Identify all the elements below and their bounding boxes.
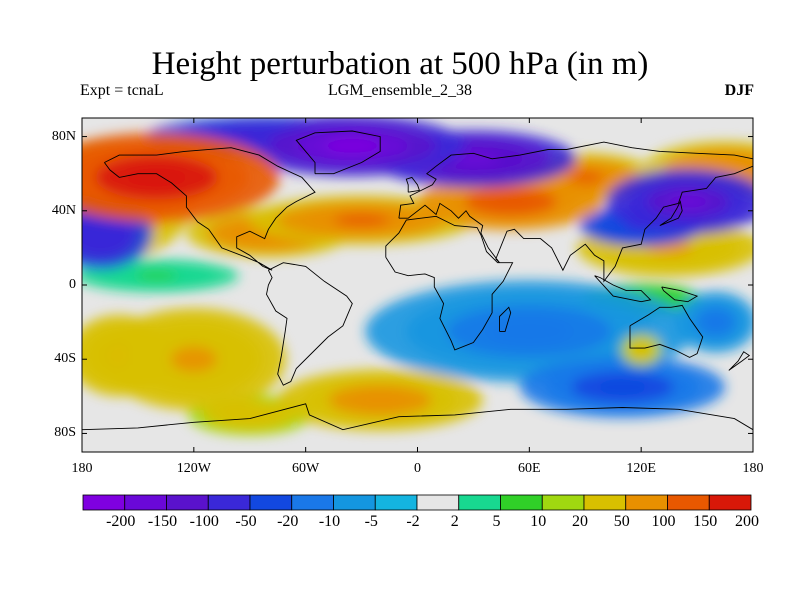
colorbar-label: 20 — [572, 513, 588, 530]
coast-africa — [385, 215, 514, 351]
lon-label: 120E — [626, 461, 656, 476]
colorbar-box — [333, 494, 376, 511]
lon-label: 0 — [414, 461, 421, 476]
lat-label: 40S — [54, 351, 76, 367]
coast-indonesia — [594, 275, 652, 303]
colorbar-box — [374, 494, 418, 511]
colorbar-box — [583, 494, 627, 511]
lon-label: 180 — [71, 461, 93, 476]
colorbar-label: 100 — [651, 513, 676, 530]
colorbar-box — [541, 494, 585, 511]
coast-madagascar — [499, 306, 512, 332]
field-anomaly-20 — [605, 168, 753, 235]
colorbar — [82, 494, 752, 511]
coast-japan — [659, 200, 683, 227]
colorbar-label: -10 — [318, 513, 341, 530]
colorbar-box — [166, 494, 209, 511]
colorbar-label: -200 — [106, 513, 136, 530]
colorbar-label: -100 — [189, 513, 219, 530]
lon-label: 60W — [292, 461, 320, 476]
colorbar-label: 10 — [530, 513, 547, 530]
colorbar-box — [625, 494, 668, 511]
field-anomaly-15 — [82, 196, 152, 270]
colorbar-box — [416, 494, 460, 511]
field-anomaly-3 — [674, 291, 753, 353]
coast-eurasia — [398, 141, 753, 283]
colorbar-label: -20 — [277, 513, 299, 530]
season-label: DJF — [724, 82, 754, 99]
lat-label: 0 — [69, 277, 76, 292]
height-field — [82, 118, 753, 452]
lon-label: 60E — [518, 461, 541, 476]
field-anomaly-0 — [82, 259, 239, 293]
coast-antarctica — [82, 403, 753, 431]
colorbar-label: 150 — [693, 513, 718, 530]
colorbar-box — [667, 494, 710, 511]
lat-label: 80S — [54, 425, 76, 441]
chart-title: Height perturbation at 500 hPa (in m) — [151, 46, 649, 82]
field-anomaly-18 — [248, 195, 475, 245]
coast-borneo-newguinea — [661, 286, 699, 303]
colorbar-label: -2 — [406, 513, 420, 530]
experiment-label: Expt = tcnaL — [80, 82, 164, 99]
coast-south-america — [266, 262, 353, 386]
field-anomaly-2 — [365, 280, 694, 383]
coast-north-america — [104, 147, 316, 271]
colorbar-label: 200 — [735, 513, 759, 530]
field-anomaly-6 — [620, 333, 662, 367]
field-anomaly-10 — [101, 308, 287, 411]
colorbar-box — [124, 494, 167, 511]
lat-label: 40N — [51, 202, 76, 218]
colorbar-label: 50 — [613, 513, 630, 530]
colorbar-label: -150 — [147, 513, 178, 530]
ensemble-label: LGM_ensemble_2_38 — [328, 82, 472, 99]
coast-new-zealand — [728, 351, 751, 371]
field-anomaly-5 — [188, 394, 312, 436]
colorbar-box — [708, 494, 752, 511]
lon-label: 180 — [742, 461, 764, 476]
lon-label: 120W — [176, 461, 211, 476]
colorbar-label: -5 — [364, 513, 378, 530]
colorbar-label: 5 — [492, 513, 501, 530]
colorbar-box — [291, 494, 334, 511]
coast-britain — [405, 176, 420, 193]
colorbar-box — [207, 494, 251, 511]
coastlines — [82, 130, 753, 431]
coast-greenland — [295, 130, 381, 175]
colorbar-box — [500, 494, 543, 511]
axis-ticks — [81, 118, 754, 452]
colorbar-box — [249, 494, 293, 511]
colorbar-box — [82, 494, 126, 511]
coast-australia — [629, 304, 704, 358]
field-anomaly-4 — [520, 356, 726, 418]
colorbar-label: -50 — [235, 513, 257, 530]
colorbar-label: 2 — [450, 513, 459, 530]
colorbar-box — [458, 494, 501, 511]
lat-label: 80N — [51, 128, 76, 144]
